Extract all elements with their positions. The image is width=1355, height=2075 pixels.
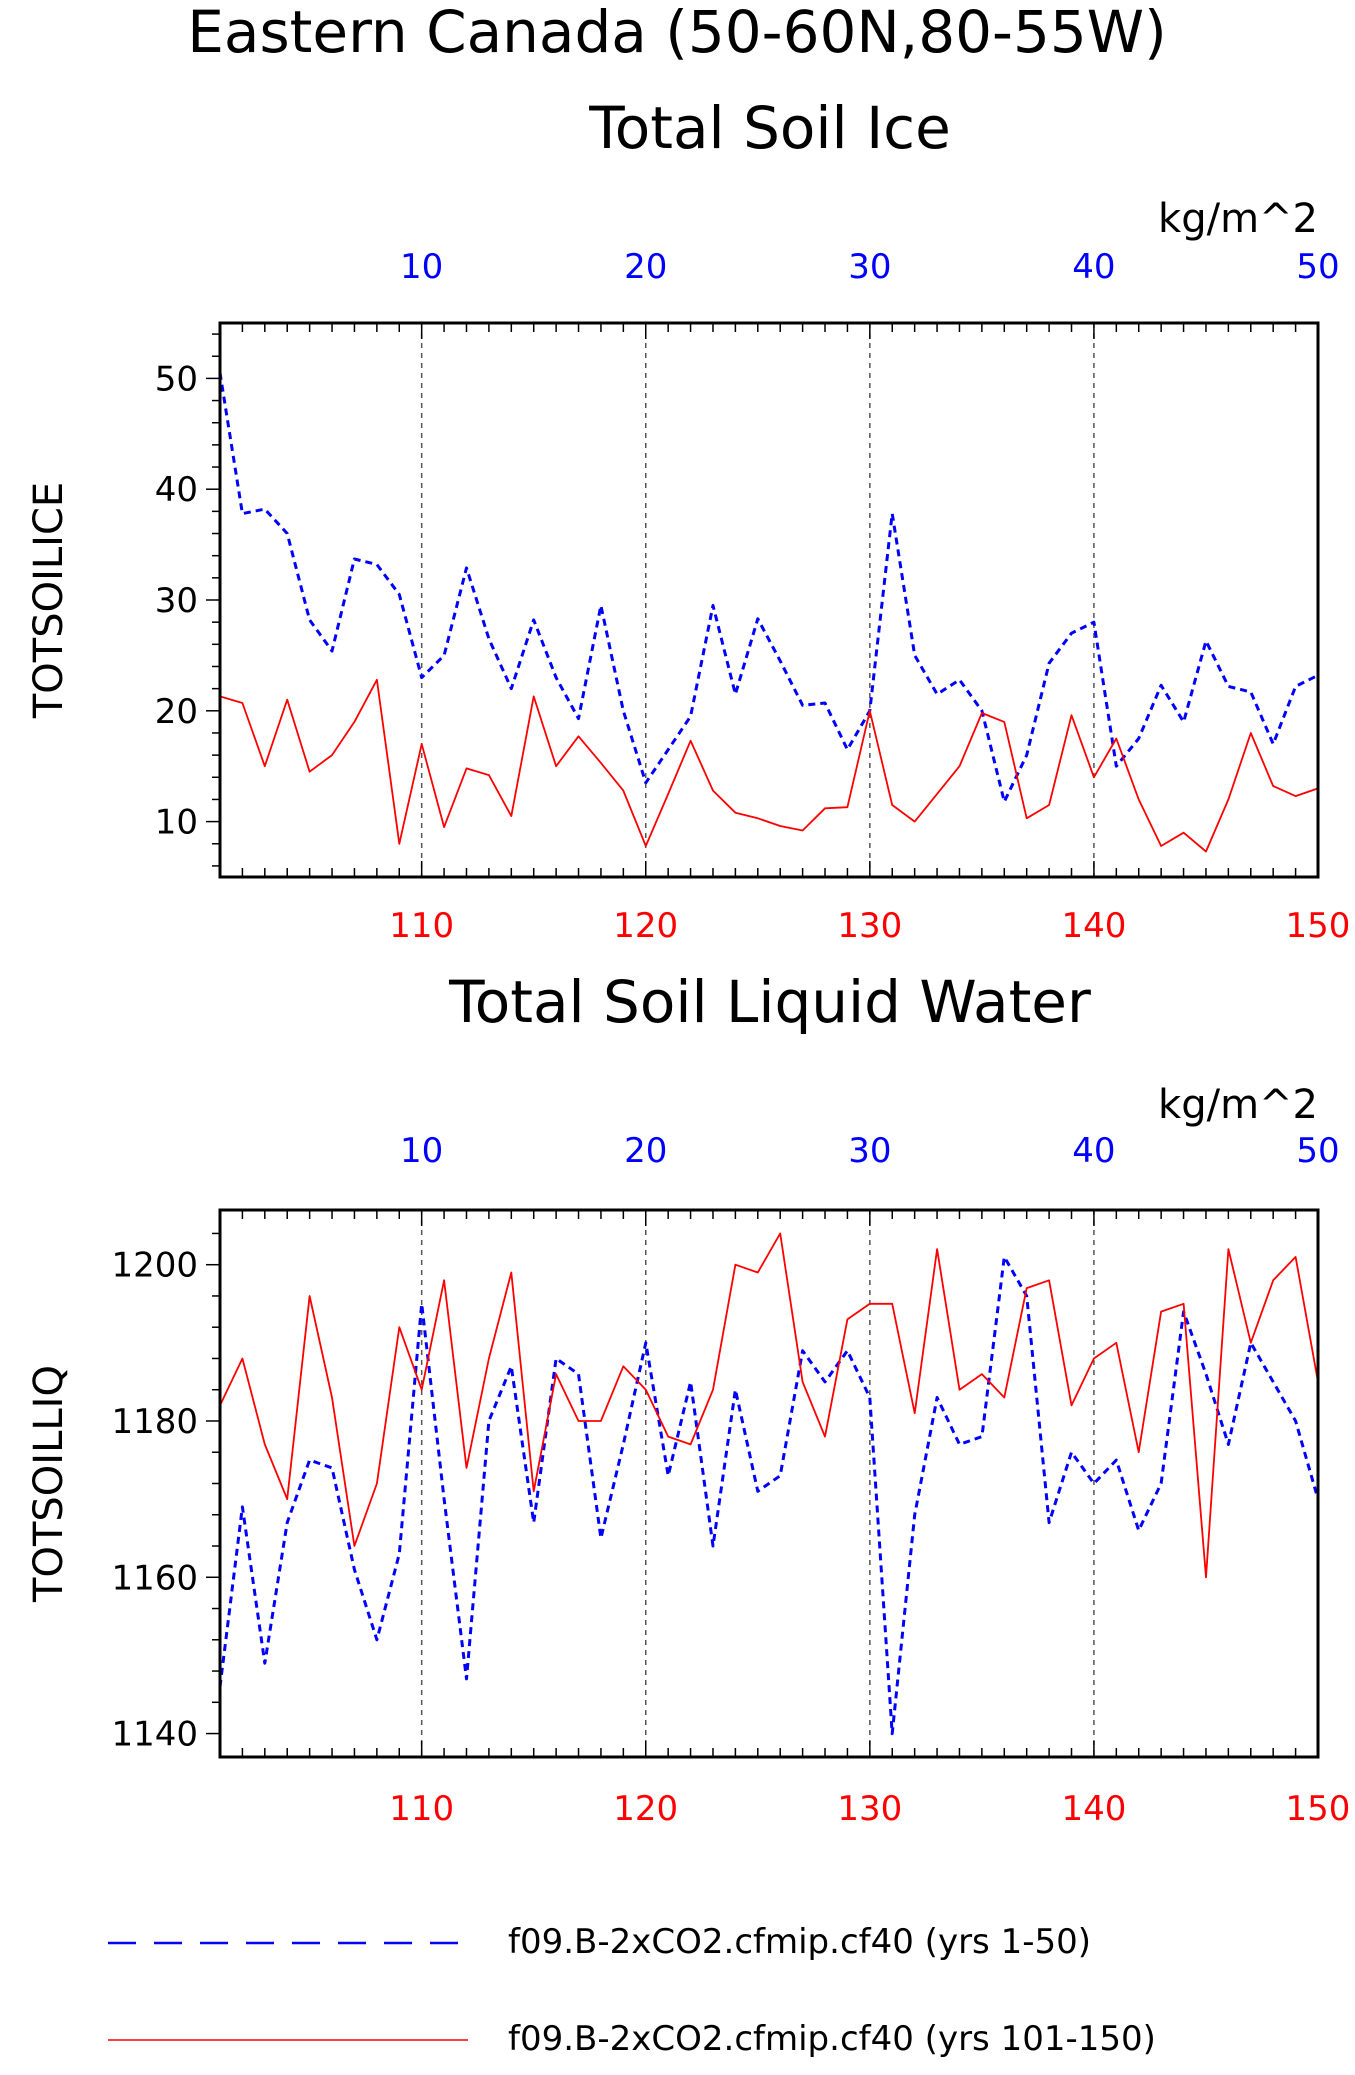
x-tick-label-bottom: 130	[837, 1789, 902, 1829]
panel-1: Total Soil Ice kg/m^2 TOTSOILICE 10 20 30 40 50…	[26, 94, 1350, 946]
y-tick-label: 30	[155, 581, 198, 621]
series-line-2	[219, 678, 1319, 853]
y-tick-label: 1200	[111, 1246, 198, 1286]
x-tick-label-bottom: 110	[389, 1789, 454, 1829]
legend: f09.B-2xCO2.cfmip.cf40 (yrs 1-50) f09.B-2…	[108, 1922, 1156, 2059]
y-axis-label: TOTSOILLIQ	[26, 1365, 72, 1603]
series-line-2	[219, 1232, 1319, 1579]
x-tick-label-bottom: 120	[613, 1789, 678, 1829]
plot-frame	[218, 321, 1320, 879]
y-axis-label: TOTSOILICE	[26, 482, 72, 719]
series-line-1	[218, 372, 1319, 804]
x-tick-label-top: 40	[1072, 247, 1115, 287]
units-label: kg/m^2	[1158, 1082, 1318, 1128]
series-line-1	[218, 1255, 1320, 1736]
y-tick-label: 10	[155, 803, 198, 843]
figure-title: Eastern Canada (50-60N,80-55W)	[187, 0, 1167, 66]
y-tick-label: 1140	[111, 1715, 198, 1755]
x-tick-label-bottom: 140	[1061, 906, 1126, 946]
x-tick-label-top: 20	[624, 1131, 667, 1171]
x-tick-label-top: 50	[1296, 247, 1339, 287]
x-tick-label-top: 10	[400, 247, 443, 287]
x-tick-label-top: 20	[624, 247, 667, 287]
x-tick-label-top: 30	[848, 247, 891, 287]
x-tick-label-bottom: 140	[1061, 1789, 1126, 1829]
x-tick-label-top: 50	[1296, 1131, 1339, 1171]
x-tick-label-bottom: 150	[1286, 1789, 1351, 1829]
x-tick-label-bottom: 110	[389, 906, 454, 946]
panel-title: Total Soil Ice	[588, 94, 951, 162]
units-label: kg/m^2	[1158, 196, 1318, 242]
panel-title: Total Soil Liquid Water	[448, 968, 1091, 1036]
y-tick-label: 20	[155, 692, 198, 732]
y-tick-label: 40	[155, 470, 198, 510]
y-tick-label: 1180	[111, 1402, 198, 1442]
y-tick-label: 1160	[111, 1558, 198, 1598]
plot-frame	[218, 1208, 1320, 1759]
x-tick-label-bottom: 120	[613, 906, 678, 946]
x-tick-label-top: 40	[1072, 1131, 1115, 1171]
legend-label-1: f09.B-2xCO2.cfmip.cf40 (yrs 1-50)	[508, 1922, 1091, 1962]
x-tick-label-top: 30	[848, 1131, 891, 1171]
y-tick-label: 50	[155, 359, 198, 399]
x-tick-label-bottom: 150	[1286, 906, 1351, 946]
panel-2: Total Soil Liquid Water kg/m^2 TOTSOILLIQ 1…	[26, 968, 1350, 1829]
x-tick-label-top: 10	[400, 1131, 443, 1171]
legend-label-2: f09.B-2xCO2.cfmip.cf40 (yrs 101-150)	[508, 2019, 1156, 2059]
x-tick-label-bottom: 130	[837, 906, 902, 946]
